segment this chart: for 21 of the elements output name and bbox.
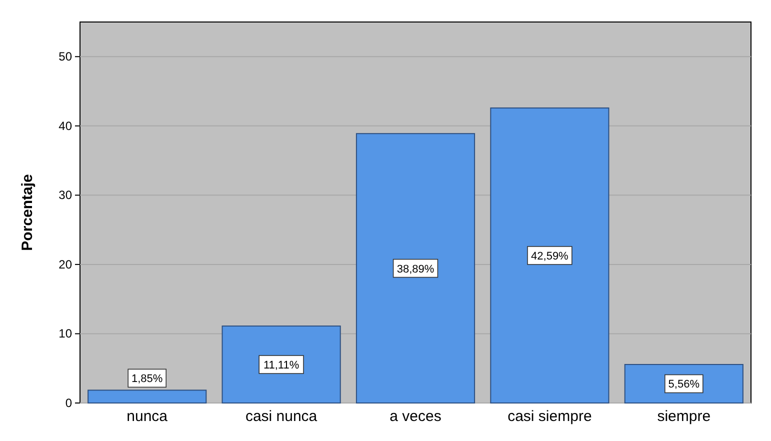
y-axis-title: Porcentaje xyxy=(19,174,36,251)
x-tick-label: nunca xyxy=(126,408,168,425)
y-tick-label: 50 xyxy=(58,50,72,64)
data-label: 5,56% xyxy=(668,378,700,391)
bar xyxy=(88,390,207,404)
bar xyxy=(356,133,476,404)
x-tick-label: casi siempre xyxy=(508,408,592,425)
data-label: 1,85% xyxy=(132,373,163,386)
bar xyxy=(490,107,610,404)
data-label: 38,89% xyxy=(396,263,434,276)
y-tick-label: 40 xyxy=(58,118,72,133)
y-tick-label: 0 xyxy=(65,396,72,410)
y-tick-label: 20 xyxy=(58,257,72,272)
bar xyxy=(222,326,341,404)
data-label: 11,11% xyxy=(263,360,300,372)
y-tick-label: 10 xyxy=(58,326,72,341)
y-tick-label: 30 xyxy=(58,188,72,202)
x-tick-label: a veces xyxy=(390,408,442,425)
x-tick-label: casi nunca xyxy=(245,408,318,425)
x-tick-label: siempre xyxy=(657,408,711,425)
data-label: 42,59% xyxy=(531,250,569,262)
